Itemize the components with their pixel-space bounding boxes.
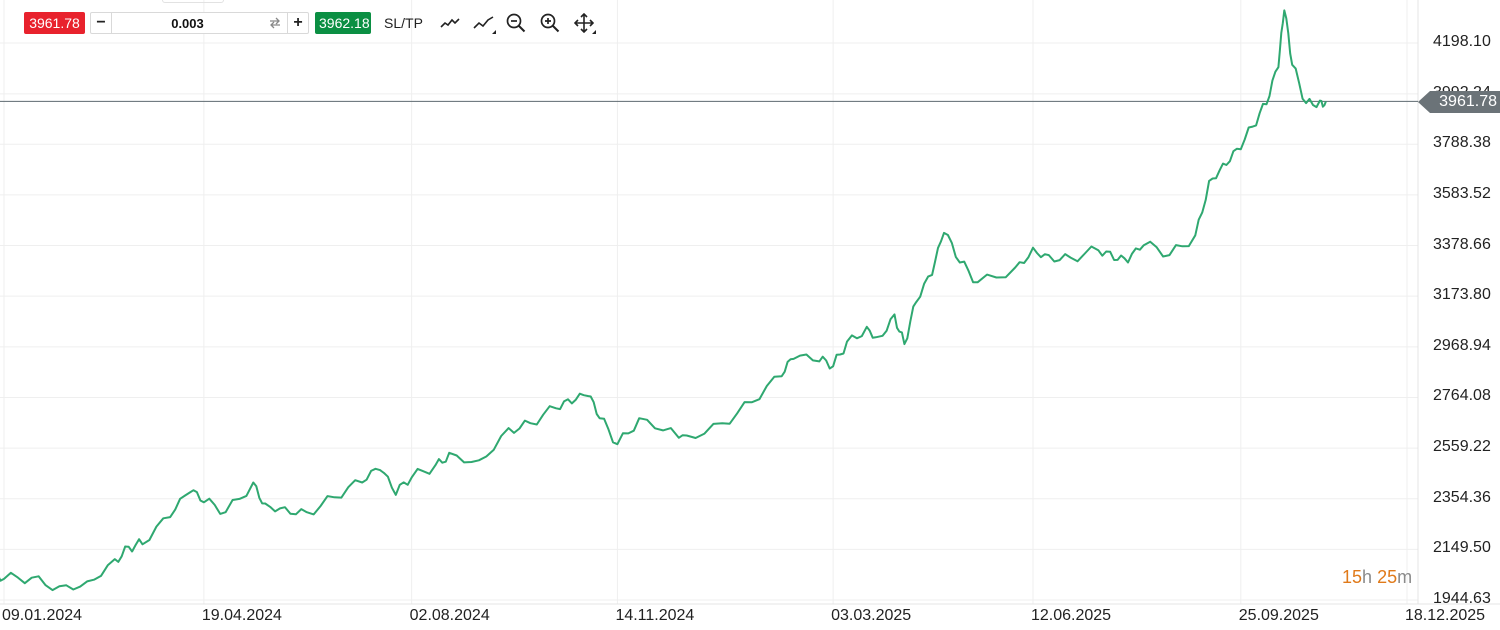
swap-icon[interactable]: [263, 17, 287, 29]
quantity-stepper[interactable]: − +: [90, 12, 309, 34]
quantity-input[interactable]: [112, 15, 263, 31]
price-tick-label: 2764.08: [1433, 387, 1491, 405]
date-tick-label: 25.09.2025: [1238, 607, 1319, 624]
sell-price-button[interactable]: 3961.78: [24, 12, 85, 34]
candle-countdown: 15h 25m: [1342, 567, 1412, 588]
price-tick-label: 4198.10: [1433, 33, 1491, 50]
sl-tp-button[interactable]: SL/TP: [384, 15, 423, 31]
date-tick-label: 14.11.2024: [615, 607, 695, 624]
increase-quantity-button[interactable]: +: [287, 13, 308, 33]
countdown-minutes: 25: [1377, 567, 1398, 587]
date-tick-label: 03.03.2025: [831, 607, 912, 624]
price-tick-label: 3378.66: [1433, 235, 1491, 253]
price-tick-label: 3788.38: [1433, 134, 1491, 152]
line-chart-icon[interactable]: [437, 11, 463, 35]
trade-toolbar: 3961.78 − + 3962.18 SL/TP: [24, 11, 597, 35]
price-tick-label: 2149.50: [1433, 539, 1491, 557]
zoom-in-icon[interactable]: [537, 11, 563, 35]
date-tick-label: 02.08.2024: [409, 607, 490, 624]
date-tick-label: 19.04.2024: [201, 607, 282, 624]
price-tick-label: 3173.80: [1433, 286, 1491, 304]
buy-price-button[interactable]: 3962.18: [315, 12, 371, 34]
countdown-hours-unit: h: [1362, 567, 1373, 587]
date-tick-label: 18.12.2025: [1405, 607, 1486, 624]
price-tick-label: 1944.63: [1433, 590, 1491, 607]
countdown-hours: 15: [1342, 567, 1363, 587]
collapse-tab[interactable]: [162, 0, 224, 3]
move-icon[interactable]: [571, 11, 597, 35]
price-tick-label: 3583.52: [1433, 184, 1491, 202]
date-tick-label: 09.01.2024: [2, 607, 83, 624]
price-tick-label: 2968.94: [1433, 336, 1491, 354]
current-price-tag: 3961.78: [1430, 91, 1500, 113]
chart-grid: [0, 0, 1500, 605]
price-series-line: [0, 9, 1327, 592]
price-tag-pointer: [1418, 91, 1430, 113]
zoom-out-icon[interactable]: [503, 11, 529, 35]
date-tick-label: 12.06.2025: [1030, 607, 1112, 624]
decrease-quantity-button[interactable]: −: [91, 13, 112, 33]
price-tick-label: 2559.22: [1433, 438, 1491, 456]
countdown-minutes-unit: m: [1397, 567, 1413, 587]
chart-type-icon[interactable]: [471, 11, 497, 35]
price-tick-label: 2354.36: [1433, 488, 1491, 506]
